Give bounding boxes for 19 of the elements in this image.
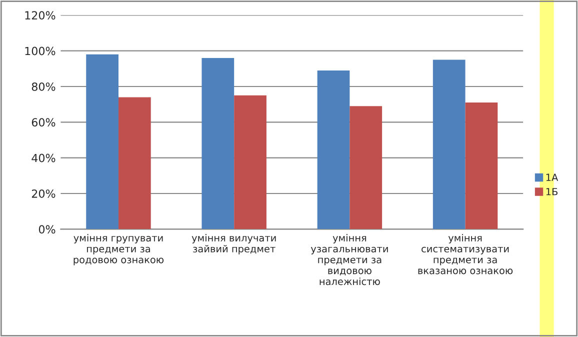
y-tick-label: 20% — [32, 189, 56, 198]
y-tick-label: 0% — [38, 225, 56, 234]
y-tick-label: 100% — [25, 46, 56, 56]
y-tick-label: 120% — [25, 11, 56, 20]
x-tick-label: уміння групувати предмети за родовою ознакою — [74, 234, 164, 266]
bar — [317, 70, 350, 230]
bar — [465, 102, 498, 230]
x-tick-label: уміння вилучати зайвий предмет — [192, 234, 276, 254]
x-tick-label: уміння узагальнювати предмети за видовою належністю — [310, 234, 388, 286]
y-tick-label: 60% — [32, 118, 56, 127]
bar — [350, 106, 382, 230]
y-tick-label: 40% — [32, 154, 56, 162]
bar — [86, 54, 118, 230]
bar — [202, 58, 234, 230]
bar — [118, 97, 151, 230]
x-tick-label: уміння систематизувати предмети за вказаною ознакою — [418, 234, 513, 274]
bar — [234, 95, 266, 230]
y-tick-label: 80% — [32, 82, 56, 91]
bar — [432, 60, 466, 230]
